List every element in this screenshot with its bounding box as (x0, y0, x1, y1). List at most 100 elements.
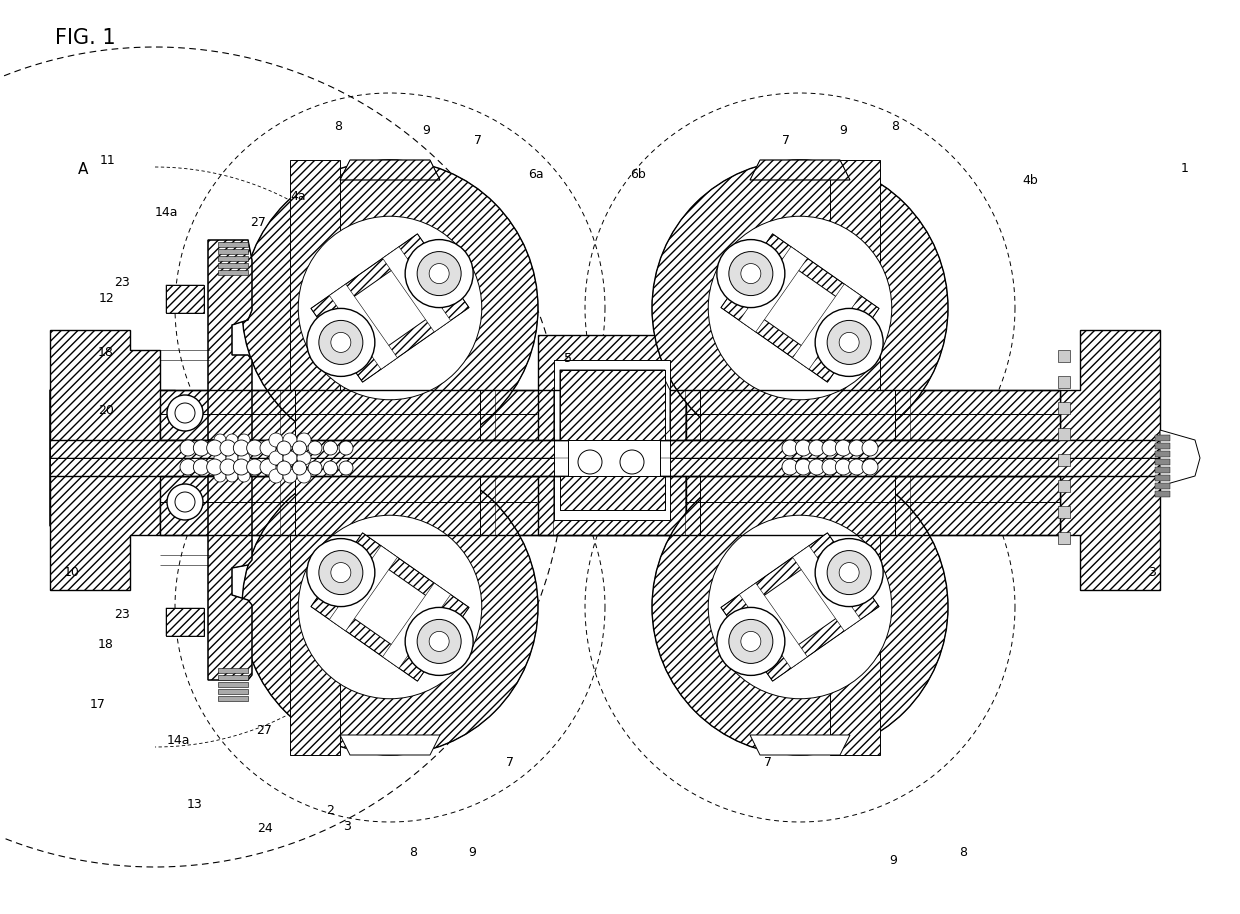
Circle shape (175, 403, 195, 423)
Circle shape (238, 470, 250, 482)
Polygon shape (538, 335, 686, 535)
Circle shape (247, 459, 263, 475)
Polygon shape (792, 546, 861, 631)
Bar (166, 285, 205, 313)
Polygon shape (50, 458, 1190, 476)
Circle shape (308, 461, 322, 475)
Text: 18: 18 (98, 637, 114, 651)
Polygon shape (295, 390, 480, 440)
Circle shape (729, 620, 773, 664)
Bar (1058, 506, 1070, 518)
Circle shape (717, 239, 785, 308)
Circle shape (652, 459, 949, 755)
Polygon shape (560, 370, 665, 440)
Text: 3: 3 (343, 820, 351, 833)
Bar (1154, 491, 1171, 497)
Circle shape (848, 459, 864, 475)
Circle shape (219, 440, 236, 456)
Circle shape (207, 459, 223, 475)
Polygon shape (50, 390, 110, 526)
Polygon shape (739, 247, 807, 332)
Circle shape (219, 459, 236, 475)
Text: 9: 9 (889, 854, 897, 866)
Text: 27: 27 (250, 216, 265, 228)
Polygon shape (290, 160, 340, 390)
Circle shape (167, 484, 203, 520)
Text: 13: 13 (187, 798, 203, 811)
Circle shape (405, 608, 474, 675)
Circle shape (815, 538, 883, 607)
Circle shape (233, 440, 249, 456)
Polygon shape (332, 554, 448, 660)
Polygon shape (330, 284, 397, 369)
Polygon shape (701, 476, 895, 535)
Polygon shape (295, 476, 480, 535)
Circle shape (293, 461, 306, 475)
Circle shape (795, 459, 811, 475)
Text: 10: 10 (64, 566, 79, 579)
Polygon shape (742, 255, 858, 361)
Circle shape (283, 433, 298, 447)
Polygon shape (742, 554, 858, 660)
Text: 9: 9 (467, 846, 476, 859)
Text: 2: 2 (326, 803, 334, 816)
Polygon shape (720, 234, 879, 382)
Circle shape (226, 470, 238, 482)
Text: 27: 27 (257, 724, 272, 737)
Polygon shape (750, 160, 849, 180)
Polygon shape (218, 242, 248, 247)
Polygon shape (560, 370, 670, 440)
Circle shape (269, 433, 283, 447)
Bar (1058, 480, 1070, 492)
Circle shape (299, 515, 482, 699)
Bar (1154, 467, 1171, 473)
Circle shape (839, 333, 859, 353)
Circle shape (740, 632, 761, 652)
Circle shape (242, 459, 538, 755)
Circle shape (269, 469, 283, 483)
Text: 11: 11 (100, 154, 115, 166)
Circle shape (839, 563, 859, 582)
Circle shape (277, 461, 291, 475)
Circle shape (782, 459, 799, 475)
Circle shape (620, 450, 644, 474)
Text: FIG. 1: FIG. 1 (55, 28, 115, 48)
Circle shape (193, 459, 210, 475)
Circle shape (740, 263, 761, 283)
Bar (1154, 443, 1171, 449)
Bar (1058, 428, 1070, 440)
Polygon shape (218, 689, 248, 694)
Polygon shape (1060, 330, 1159, 590)
Circle shape (226, 434, 238, 446)
Polygon shape (50, 330, 175, 590)
Circle shape (324, 441, 337, 455)
Bar (1154, 475, 1171, 481)
Bar (166, 285, 205, 313)
Bar (1058, 376, 1070, 388)
Circle shape (215, 452, 226, 464)
Bar (1058, 350, 1070, 362)
Text: 6b: 6b (630, 168, 646, 182)
Circle shape (848, 440, 864, 456)
Circle shape (207, 440, 223, 456)
Polygon shape (218, 675, 248, 680)
Text: 23: 23 (114, 608, 130, 621)
Text: 7: 7 (764, 756, 773, 769)
Bar (1154, 451, 1171, 457)
Circle shape (862, 440, 878, 456)
Circle shape (247, 440, 263, 456)
Polygon shape (218, 696, 248, 701)
Text: 12: 12 (99, 292, 115, 304)
Text: 7: 7 (782, 133, 790, 146)
Circle shape (298, 433, 311, 447)
Circle shape (193, 440, 210, 456)
Circle shape (233, 459, 249, 475)
Text: 8: 8 (959, 846, 967, 859)
Text: 7: 7 (474, 133, 482, 146)
Polygon shape (792, 284, 861, 369)
Circle shape (417, 620, 461, 664)
Circle shape (238, 452, 250, 464)
Text: 24: 24 (257, 822, 273, 834)
Polygon shape (160, 476, 1060, 535)
Circle shape (306, 538, 374, 607)
